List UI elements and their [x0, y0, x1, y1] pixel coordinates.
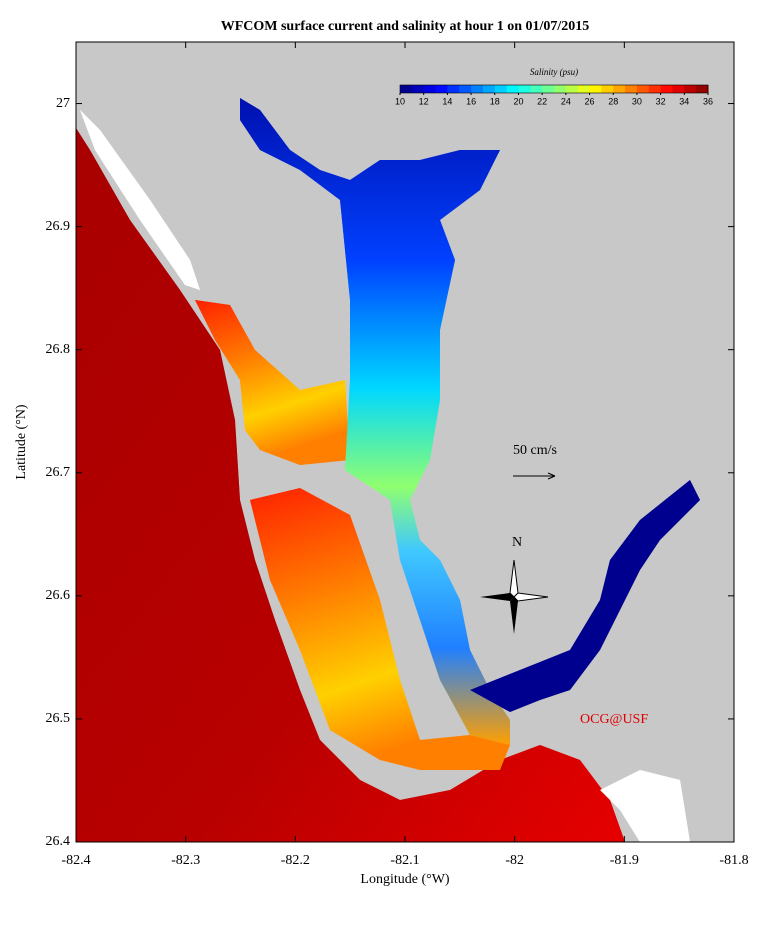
- colorbar-swatch: [542, 85, 555, 93]
- colorbar-swatch: [459, 85, 472, 93]
- colorbar-swatch: [518, 85, 531, 93]
- y-axis-label: Latitude (°N): [14, 404, 29, 480]
- credit: OCG@USF: [580, 712, 648, 727]
- colorbar-swatch: [447, 85, 460, 93]
- colorbar-swatch: [423, 85, 437, 93]
- colorbar-swatch: [625, 85, 638, 93]
- colorbar-swatch: [601, 85, 614, 93]
- colorbar-tick-label: 28: [608, 96, 618, 106]
- colorbar-swatch: [648, 85, 662, 93]
- colorbar-swatch: [613, 85, 626, 93]
- colorbar-tick-label: 12: [419, 96, 429, 106]
- colorbar-swatch: [506, 85, 519, 93]
- colorbar-swatch: [577, 85, 591, 93]
- colorbar-tick-label: 24: [561, 96, 571, 106]
- colorbar-tick-label: 36: [703, 96, 713, 106]
- y-tick-label: 26.5: [46, 711, 71, 726]
- colorbar-swatch: [471, 85, 484, 93]
- colorbar-tick-label: 26: [585, 96, 595, 106]
- colorbar-frame: [399, 84, 709, 94]
- y-tick-label: 26.8: [46, 342, 71, 357]
- compass-rose: [480, 559, 549, 634]
- y-tick-label: 26.6: [46, 588, 71, 603]
- x-tick-label: -82.3: [171, 853, 200, 868]
- colorbar-swatch: [684, 85, 697, 93]
- y-tick-label: 27: [56, 96, 70, 111]
- colorbar-tick-label: 18: [490, 96, 500, 106]
- colorbar-swatch: [482, 85, 496, 93]
- x-tick-label: -82.1: [390, 853, 419, 868]
- scale-label: 50 cm/s: [513, 443, 557, 458]
- y-tick-label: 26.4: [46, 834, 71, 849]
- x-tick-label: -82.4: [61, 853, 90, 868]
- colorbar-swatch: [589, 85, 602, 93]
- colorbar-swatch: [660, 85, 673, 93]
- x-tick-label: -82: [505, 853, 524, 868]
- map-area: [76, 42, 734, 842]
- colorbar-tick-label: 30: [632, 96, 642, 106]
- colorbar-tick-label: 32: [656, 96, 666, 106]
- colorbar-swatch: [672, 85, 685, 93]
- colorbar-swatch: [494, 85, 508, 93]
- colorbar-tick-label: 14: [442, 96, 452, 106]
- y-tick-label: 26.9: [46, 219, 71, 234]
- x-tick-label: -82.2: [281, 853, 310, 868]
- colorbar-tick-label: 22: [537, 96, 547, 106]
- colorbar-swatch: [565, 85, 579, 93]
- north-label: N: [512, 535, 522, 550]
- colorbar-swatch: [400, 85, 413, 93]
- scale-arrow: [513, 472, 556, 480]
- colorbar-swatch: [530, 85, 543, 93]
- x-axis-label: Longitude (°W): [360, 872, 450, 887]
- x-tick-label: -81.9: [610, 853, 639, 868]
- y-tick-label: 26.7: [46, 465, 71, 480]
- colorbar-swatch: [554, 85, 567, 93]
- colorbar-swatch: [435, 85, 448, 93]
- colorbar-swatch: [636, 85, 650, 93]
- chart-title: WFCOM surface current and salinity at ho…: [221, 19, 590, 34]
- colorbar-swatch: [411, 85, 425, 93]
- colorbar-tick-label: 34: [679, 96, 689, 106]
- colorbar-tick-label: 10: [395, 96, 405, 106]
- colorbar-title: Salinity (psu): [530, 67, 578, 77]
- colorbar-tick-label: 20: [513, 96, 523, 106]
- colorbar-swatch: [696, 85, 709, 93]
- colorbar-tick-label: 16: [466, 96, 476, 106]
- x-tick-label: -81.8: [719, 853, 748, 868]
